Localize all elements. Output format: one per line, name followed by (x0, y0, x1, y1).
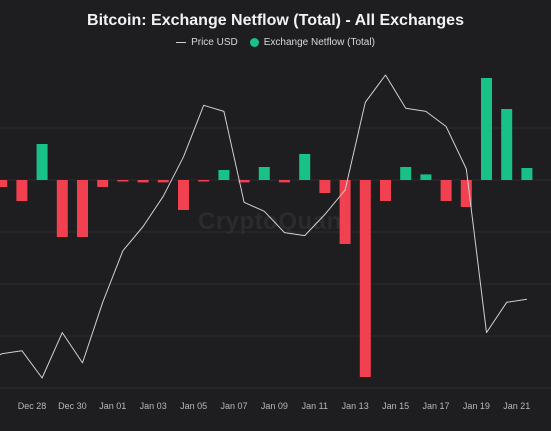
legend-label-price: Price USD (191, 37, 238, 48)
netflow-bar (0, 180, 8, 187)
legend-line-swatch (176, 42, 187, 43)
netflow-bar (238, 180, 250, 183)
netflow-bar (460, 180, 472, 207)
netflow-bar (97, 180, 109, 187)
x-tick-label: Jan 05 (180, 401, 207, 411)
legend-entry-price[interactable]: Price USD (176, 37, 238, 48)
netflow-bar (319, 180, 331, 193)
x-tick-label: Jan 07 (220, 401, 247, 411)
netflow-bar (521, 168, 533, 180)
netflow-bar (77, 180, 88, 237)
x-tick-label: Jan 13 (342, 401, 369, 411)
legend-dot-swatch (249, 38, 259, 47)
chart-title: Bitcoin: Exchange Netflow (Total) - All … (87, 12, 464, 29)
netflow-bar (279, 180, 290, 183)
netflow-bar (16, 180, 28, 201)
netflow-bar (440, 180, 452, 201)
netflow-bar (380, 180, 391, 201)
x-tick-label: Jan 03 (140, 401, 167, 411)
netflow-bar (481, 78, 492, 180)
chart-legend: Price USD Exchange Netflow (Total) (0, 37, 551, 48)
x-tick-label: Jan 17 (422, 401, 449, 411)
legend-entry-netflow[interactable]: Exchange Netflow (Total) (249, 37, 375, 48)
netflow-bar (339, 180, 351, 244)
netflow-bar (299, 154, 311, 180)
x-tick-label: Jan 11 (302, 401, 328, 411)
netflow-bar (400, 167, 412, 180)
netflow-bar (178, 180, 189, 210)
x-tick-label: Jan 21 (503, 401, 530, 411)
netflow-bar (117, 180, 129, 182)
legend-label-netflow: Exchange Netflow (Total) (263, 37, 375, 48)
netflow-bar (157, 180, 169, 183)
netflow-bar (137, 180, 149, 183)
netflow-bar (420, 174, 432, 180)
x-tick-label: Dec 30 (58, 401, 87, 411)
netflow-bar (359, 180, 371, 377)
netflow-bar (218, 170, 230, 180)
x-tick-label: Jan 19 (463, 401, 490, 411)
netflow-bar (501, 109, 513, 180)
x-tick-label: Jan 15 (382, 401, 409, 411)
netflow-bar (56, 180, 68, 237)
x-tick-label: Jan 09 (261, 401, 288, 411)
netflow-bar (258, 167, 270, 180)
netflow-bar (36, 144, 48, 180)
x-tick-label: Jan 01 (99, 401, 126, 411)
x-tick-label: Dec 28 (18, 401, 47, 411)
netflow-bar (198, 180, 210, 182)
price-line (0, 74, 527, 379)
